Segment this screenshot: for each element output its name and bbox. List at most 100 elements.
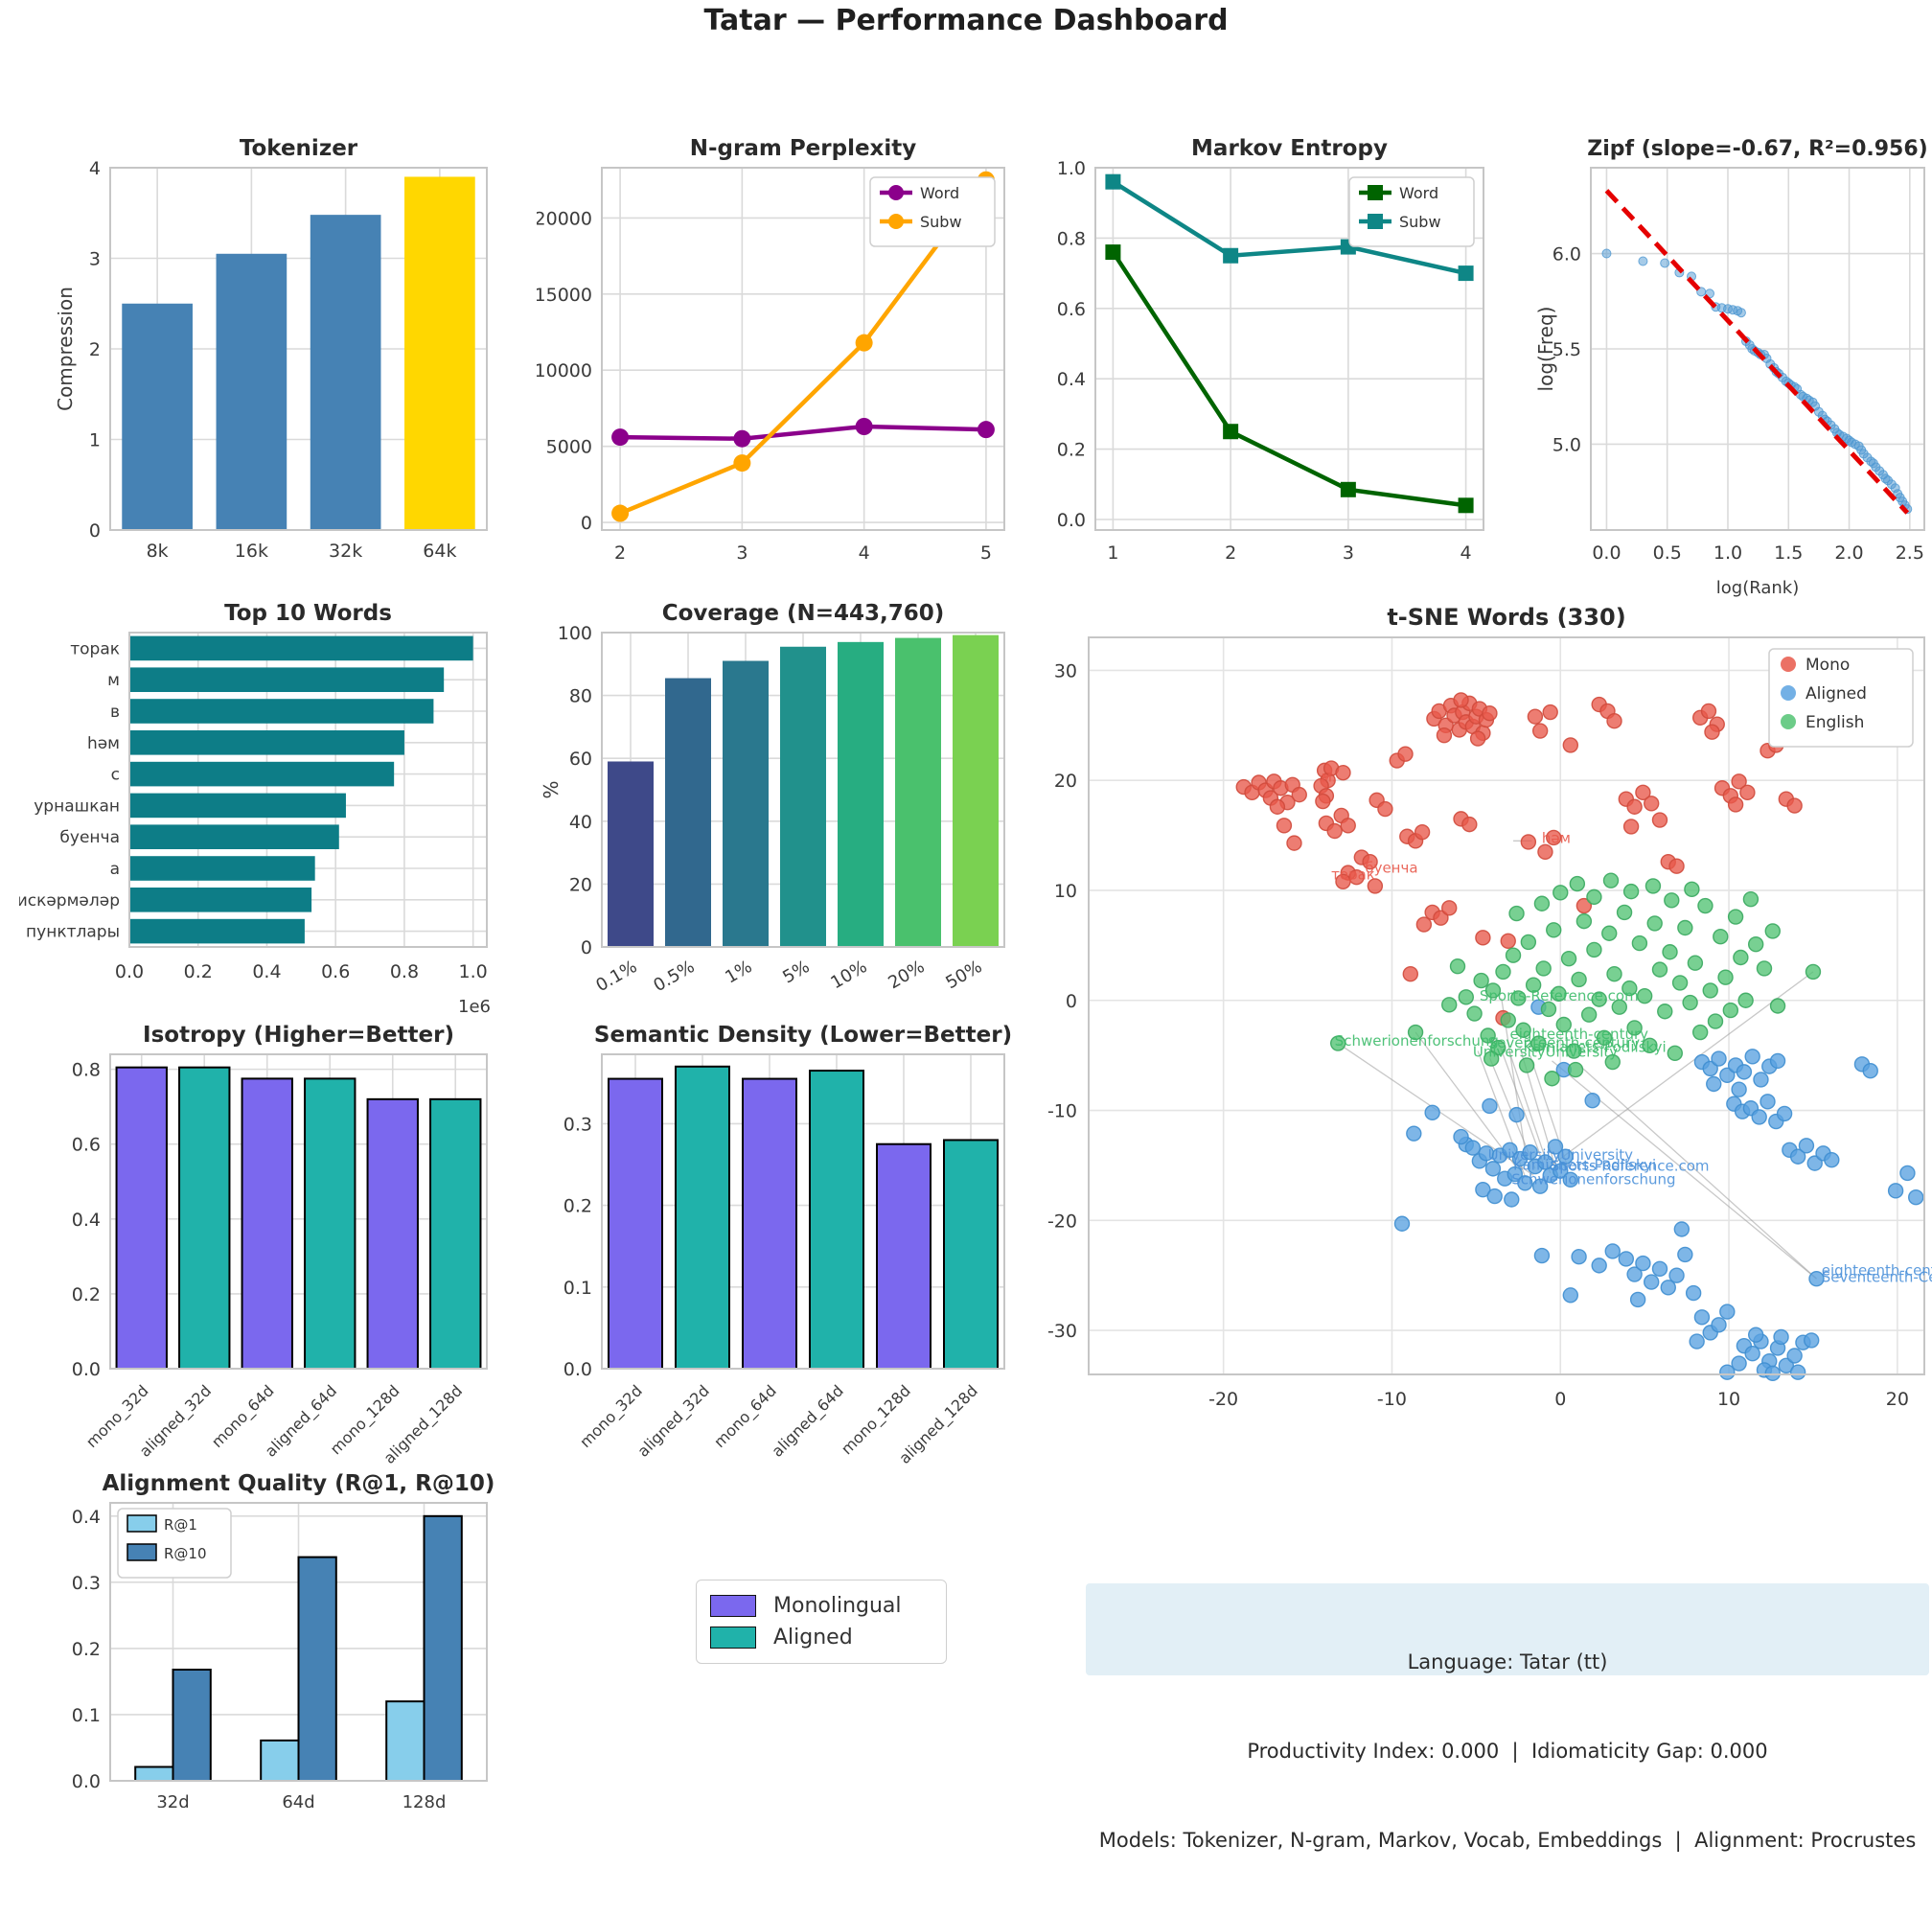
chart-zipf: 5.0 5.5 6.0 0.0 0.5 1.0 1.5 2.0 2.5 Zipf (slope=-… — [1533, 134, 1932, 613]
svg-text:0.2: 0.2 — [564, 1196, 592, 1217]
svg-text:Alignment Quality (R@1, R@10): Alignment Quality (R@1, R@10) — [103, 1471, 495, 1496]
chart-tsne-svg: м.буенчаторакһәмSports-Reference.comSchw… — [1047, 604, 1932, 1410]
svg-text:0.0: 0.0 — [1057, 510, 1086, 531]
svg-text:3: 3 — [89, 249, 101, 270]
svg-text:aligned_64d: aligned_64d — [768, 1381, 847, 1461]
svg-text:eighteenth-century: eighteenth-century — [1822, 1262, 1932, 1280]
svg-text:20: 20 — [1886, 1389, 1909, 1410]
svg-text:2: 2 — [89, 339, 101, 360]
svg-text:-20: -20 — [1047, 1211, 1077, 1232]
legend-item-monolingual: Monolingual — [710, 1590, 932, 1622]
svg-text:32d: 32d — [156, 1792, 189, 1808]
chart-semantic-svg: 0.0 0.1 0.2 0.3 mono_32daligned_32dmono_64da… — [564, 1023, 1012, 1468]
chart-semantic-density: 0.0 0.1 0.2 0.3 mono_32d aligned_32d mono_64d a… — [537, 1014, 1016, 1468]
chart-coverage: 0 20 40 60 80 100 0.1% 0.5% 1% 5% 10% 20% 50% Coverag… — [537, 592, 1016, 1052]
page-title: Tatar — Performance Dashboard — [703, 4, 1229, 37]
svg-text:3: 3 — [1343, 542, 1354, 564]
svg-text:искәрмәләр: искәрмәләр — [19, 891, 120, 911]
svg-text:0.6: 0.6 — [321, 961, 350, 982]
svg-text:0: 0 — [89, 520, 101, 542]
svg-text:буенча: буенча — [1365, 860, 1417, 877]
svg-text:0.8: 0.8 — [390, 961, 419, 982]
svg-text:2.0: 2.0 — [1834, 542, 1863, 564]
svg-text:30: 30 — [1054, 660, 1077, 681]
svg-text:Markov Entropy: Markov Entropy — [1191, 136, 1388, 161]
svg-text:0.0: 0.0 — [1592, 542, 1621, 564]
chart-markov-svg: 0.0 0.2 0.4 0.6 0.8 1.0 1 2 3 4 Word Subw Markov Ent… — [1057, 136, 1484, 564]
info-box: Language: Tatar (tt) Productivity Index:… — [1086, 1583, 1929, 1852]
svg-text:Zipf (slope=-0.67, R²=0.956): Zipf (slope=-0.67, R²=0.956) — [1587, 137, 1927, 161]
svg-text:Word: Word — [920, 184, 959, 202]
svg-text:128d: 128d — [402, 1792, 447, 1808]
svg-text:-20: -20 — [1208, 1389, 1238, 1410]
chart-ngram-perplexity: 0 5000 10000 15000 20000 2 3 4 5 Word Subw N-gram P… — [535, 134, 1016, 589]
svg-text:Top 10 Words: Top 10 Words — [224, 601, 392, 626]
monolingual-swatch — [710, 1595, 756, 1617]
svg-text:0.3: 0.3 — [564, 1114, 592, 1135]
svg-text:1e6: 1e6 — [458, 997, 491, 1017]
svg-text:20: 20 — [1054, 771, 1077, 792]
chart-top_words-svg: торак мв һәм с урнашкан буенча а искәрмәләр пунк… — [17, 601, 491, 1017]
svg-text:32k: 32k — [329, 541, 362, 562]
svg-text:0: 0 — [1066, 991, 1077, 1012]
svg-text:5%: 5% — [779, 957, 813, 987]
svg-text:4: 4 — [859, 542, 870, 564]
svg-text:м.: м. — [1322, 768, 1337, 785]
svg-text:пунктлары: пунктлары — [26, 923, 120, 942]
svg-text:2.5: 2.5 — [1896, 542, 1924, 564]
svg-text:64k: 64k — [423, 541, 456, 562]
svg-text:Kamianets-Podilskyi: Kamianets-Podilskyi — [1513, 1157, 1656, 1174]
chart-isotropy-svg: 0.00.20.40.60.8mono_32daligned_32dmono_6… — [72, 1023, 488, 1468]
svg-text:1%: 1% — [722, 957, 755, 987]
svg-text:15000: 15000 — [537, 285, 592, 306]
chart-tsne-words: м. буенча торак һәм Sports-Reference.com Schw… — [1035, 592, 1932, 1455]
svg-text:0.5: 0.5 — [1653, 542, 1682, 564]
chart-isotropy: 0.0 0.2 0.4 0.6 0.8 mono_32d aligned_32d mono_6… — [58, 1014, 498, 1468]
svg-text:буенча: буенча — [59, 828, 120, 847]
svg-text:һәм: һәм — [1542, 830, 1571, 847]
legend-item-aligned: Aligned — [710, 1622, 932, 1653]
svg-text:Sports-Reference.com: Sports-Reference.com — [1551, 1158, 1710, 1175]
svg-text:Mono: Mono — [1806, 656, 1850, 675]
svg-text:N-gram Perplexity: N-gram Perplexity — [690, 136, 917, 161]
svg-text:1.0: 1.0 — [459, 961, 488, 982]
svg-text:10: 10 — [1054, 881, 1077, 902]
svg-text:0: 0 — [581, 513, 592, 534]
info-line-models: Models: Tokenizer, N-gram, Markov, Vocab… — [1098, 1829, 1917, 1852]
chart-alignment-quality: 0.0 0.1 0.2 0.3 0.4 32d 64d 128d R@1 R@10 Alignmen… — [58, 1465, 498, 1812]
svg-text:Word: Word — [1399, 184, 1438, 202]
svg-text:Seventeenth-Century: Seventeenth-Century — [1822, 1269, 1932, 1286]
chart-coverage-svg: 0 20 40 60 80 100 0.1% 0.5% 1% 5% 10% 20% 50% Coverag… — [540, 601, 1005, 996]
svg-text:0.6: 0.6 — [1057, 299, 1086, 320]
svg-text:10000: 10000 — [537, 360, 592, 381]
svg-text:0.2: 0.2 — [1057, 440, 1086, 461]
svg-text:0.1: 0.1 — [564, 1278, 592, 1299]
svg-text:0.4: 0.4 — [1057, 369, 1086, 390]
chart-markov-entropy: 0.0 0.2 0.4 0.6 0.8 1.0 1 2 3 4 Word Subw Markov Ent… — [1040, 134, 1495, 589]
svg-text:1.0: 1.0 — [1057, 158, 1086, 179]
svg-text:0.2: 0.2 — [72, 1639, 101, 1660]
svg-text:0.4: 0.4 — [72, 1210, 101, 1231]
svg-text:t-SNE Words (330): t-SNE Words (330) — [1387, 604, 1625, 631]
info-line-language: Language: Tatar (tt) — [1407, 1650, 1608, 1673]
chart-ngram-svg: 0 5000 10000 15000 20000 2 3 4 5 Word Subw N-gram P… — [535, 136, 1005, 564]
svg-text:0.0: 0.0 — [115, 961, 144, 982]
svg-text:8k: 8k — [147, 541, 169, 562]
svg-text:1.5: 1.5 — [1774, 542, 1803, 564]
svg-text:0: 0 — [581, 937, 592, 958]
svg-text:5000: 5000 — [546, 437, 592, 458]
svg-text:Aligned: Aligned — [1806, 684, 1867, 704]
svg-text:торак: торак — [1331, 866, 1375, 884]
chart-top-10-words: торак м в һәм с урнашкан буенча а искәрмәләр пунк… — [17, 592, 498, 1050]
svg-text:торак: торак — [70, 639, 120, 658]
svg-text:R@1: R@1 — [164, 1516, 197, 1534]
svg-text:Semantic Density (Lower=Better: Semantic Density (Lower=Better) — [594, 1023, 1012, 1048]
svg-text:0.8: 0.8 — [1057, 228, 1086, 249]
svg-text:а: а — [110, 860, 120, 879]
svg-text:5.0: 5.0 — [1552, 434, 1581, 455]
svg-text:UniversityUniversity: UniversityUniversity — [1488, 1146, 1633, 1164]
svg-text:3: 3 — [736, 542, 748, 564]
svg-text:R@10: R@10 — [164, 1545, 207, 1562]
svg-text:40: 40 — [569, 812, 592, 833]
svg-text:0.1%: 0.1% — [592, 957, 640, 996]
